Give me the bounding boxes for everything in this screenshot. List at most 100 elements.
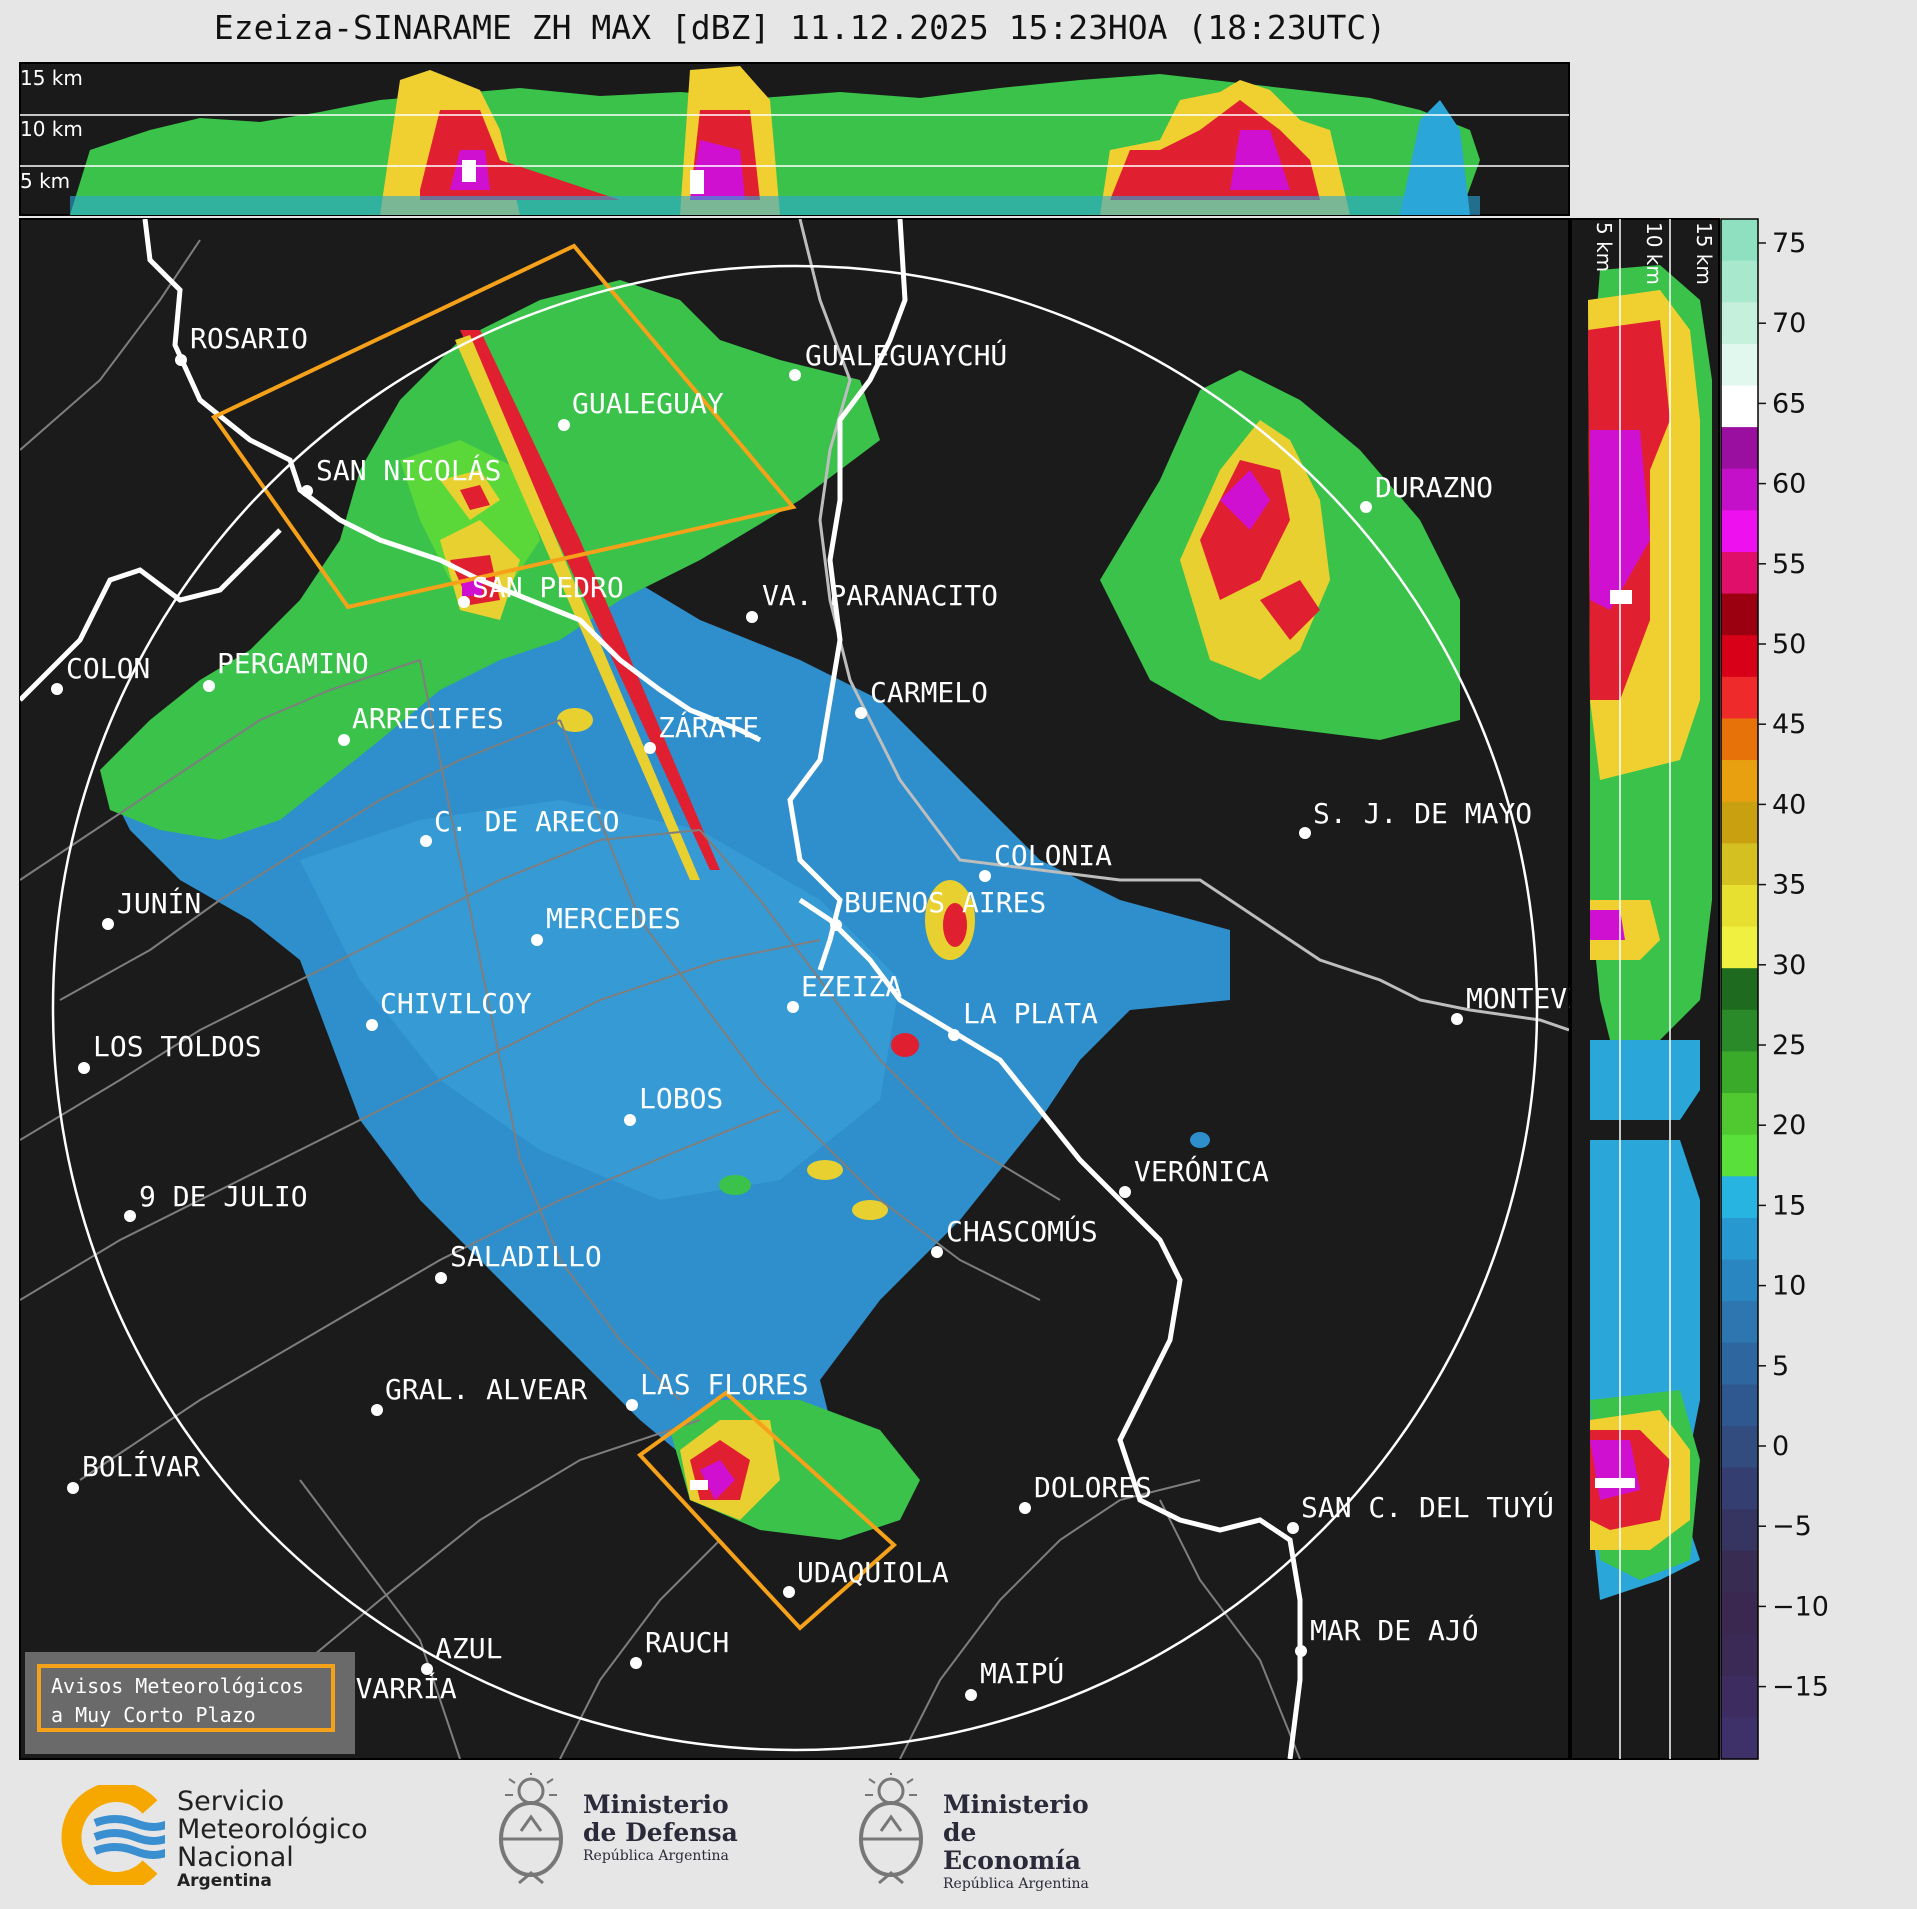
city-dot-colonia — [979, 870, 991, 882]
top-height-label-15km: 15 km — [20, 66, 83, 90]
city-label-gualeguay: GUALEGUAY — [572, 387, 724, 420]
smn-logo-icon — [61, 1785, 165, 1885]
city-label-colon: COLON — [66, 652, 150, 685]
department-boundaries — [20, 239, 1301, 1759]
city-label-arrecifes: ARRECIFES — [352, 702, 504, 735]
city-label-lobos: LOBOS — [639, 1082, 723, 1115]
colorbar-swatch — [1721, 302, 1758, 345]
colorbar-swatch — [1721, 968, 1758, 1011]
city-dot-pergamino — [203, 680, 215, 692]
radar-map-panel: ROSARIO GUALEGUAYCHÚ GUALEGUAY SAN NICOL… — [19, 218, 1635, 1760]
city-label-las-flores: LAS FLORES — [640, 1368, 809, 1401]
colorbar-swatch — [1721, 926, 1758, 969]
city-label-junin: JUNÍN — [117, 886, 201, 920]
city-label-rauch: RAUCH — [645, 1626, 729, 1659]
colorbar-swatch — [1721, 1176, 1758, 1219]
colorbar-tick-label: 10 — [1772, 1271, 1806, 1302]
colorbar-tick-label: 35 — [1772, 870, 1806, 901]
colorbar-swatch — [1721, 1093, 1758, 1136]
city-label-veronica: VERÓNICA — [1134, 1154, 1269, 1188]
legend-line-1: Avisos Meteorológicos — [51, 1674, 304, 1698]
defensa-line-1: Ministerio — [583, 1790, 729, 1819]
smn-logo: Servicio Meteorológico Nacional Argentin… — [55, 1785, 395, 1890]
defensa-line-3: República Argentina — [583, 1848, 729, 1864]
colorbar-swatch — [1721, 427, 1758, 470]
colorbar-swatch — [1721, 468, 1758, 511]
colorbar-tick-label: 75 — [1772, 228, 1806, 259]
warning-polygon-north — [210, 243, 797, 610]
colorbar-swatch — [1721, 551, 1758, 595]
city-dot-los-toldos — [78, 1062, 90, 1074]
city-label-9-de-julio: 9 DE JULIO — [139, 1180, 308, 1213]
city-dot-mar-de-ajo — [1295, 1645, 1307, 1657]
colorbar-swatch — [1721, 1467, 1758, 1510]
economia-line-2: de Economía — [943, 1818, 1081, 1875]
city-dot-mercedes — [531, 934, 543, 946]
city-dot-rosario — [175, 354, 187, 366]
smn-line-1: Servicio — [177, 1786, 285, 1817]
city-label-bolivar: BOLÍVAR — [82, 1449, 200, 1483]
city-dot-9-de-julio — [124, 1210, 136, 1222]
city-dot-san-nicolas — [301, 485, 313, 497]
colorbar-swatch — [1721, 760, 1758, 803]
warning-legend-frame: Avisos Meteorológicos a Muy Corto Plazo — [37, 1664, 335, 1732]
colorbar-tick-label: 45 — [1772, 709, 1806, 740]
city-label-san-c-del-tuyu: SAN C. DEL TUYÚ — [1301, 1490, 1554, 1524]
city-label-colonia: COLONIA — [994, 839, 1112, 872]
colorbar-tick-label: 65 — [1772, 388, 1806, 419]
city-label-c-de-areco: C. DE ARECO — [434, 805, 619, 838]
economia-line-3: República Argentina — [943, 1876, 1089, 1892]
city-dot-maipu — [965, 1689, 977, 1701]
city-dot-gral-alvear — [371, 1404, 383, 1416]
colorbar-swatch — [1721, 1009, 1758, 1053]
colorbar-tick-label: 25 — [1772, 1030, 1806, 1061]
city-dot-veronica — [1119, 1186, 1131, 1198]
city-dot-dolores — [1019, 1502, 1031, 1514]
map-title: Ezeiza-SINARAME ZH MAX [dBZ] 11.12.2025 … — [213, 8, 1387, 47]
city-dot-gualeguaychu — [789, 369, 801, 381]
city-dot-bolivar — [67, 1482, 79, 1494]
colorbar-swatch — [1721, 1134, 1758, 1177]
city-label-los-toldos: LOS TOLDOS — [93, 1030, 262, 1063]
coat-of-arms-icon — [499, 1773, 563, 1885]
colorbar-swatch — [1721, 1384, 1758, 1427]
city-dot-buenos-aires — [830, 919, 842, 931]
side-height-label-5km: 5 km — [1592, 222, 1616, 272]
city-label-mar-de-ajo: MAR DE AJÓ — [1310, 1613, 1479, 1647]
city-dot-chascomus — [931, 1246, 943, 1258]
colorbar-tick-label: 40 — [1772, 789, 1806, 820]
warning-legend: Avisos Meteorológicos a Muy Corto Plazo — [25, 1652, 355, 1754]
top-cross-section-panel: 15 km 10 km 5 km — [19, 62, 1570, 216]
radar-range-ring — [51, 264, 1539, 1752]
city-dot-saladillo — [435, 1272, 447, 1284]
city-label-carmelo: CARMELO — [870, 676, 988, 709]
city-label-va-paranacito: VA. PARANACITO — [762, 579, 998, 612]
city-dot-lobos — [624, 1114, 636, 1126]
colorbar-tick-label: 30 — [1772, 950, 1806, 981]
city-dot-sj-de-mayo — [1299, 827, 1311, 839]
city-label-chivilcoy: CHIVILCOY — [380, 987, 532, 1020]
city-label-azul: AZUL — [435, 1632, 502, 1665]
city-label-san-pedro: SAN PEDRO — [472, 571, 624, 604]
colorbar-swatch — [1721, 1675, 1758, 1718]
warning-polygon-south — [636, 1390, 898, 1631]
colorbar-tick-label: 15 — [1772, 1190, 1806, 1221]
city-dot-azul — [421, 1663, 433, 1675]
colorbar-swatches — [1721, 219, 1758, 1760]
radar-site-ezeiza — [787, 1001, 799, 1013]
colorbar-swatch — [1721, 593, 1758, 636]
city-label-mercedes: MERCEDES — [546, 902, 681, 935]
colorbar-tick-label: 55 — [1772, 549, 1806, 580]
colorbar-swatch — [1721, 1550, 1758, 1594]
city-label-pergamino: PERGAMINO — [217, 647, 369, 680]
city-dot-carmelo — [855, 707, 867, 719]
city-label-buenos-aires: BUENOS AIRES — [844, 886, 1046, 919]
top-height-label-5km: 5 km — [20, 169, 70, 193]
city-dot-colon — [51, 683, 63, 695]
top-height-label-10km: 10 km — [20, 117, 83, 141]
city-dot-gualeguay — [558, 419, 570, 431]
city-label-gral-alvear: GRAL. ALVEAR — [385, 1373, 587, 1406]
